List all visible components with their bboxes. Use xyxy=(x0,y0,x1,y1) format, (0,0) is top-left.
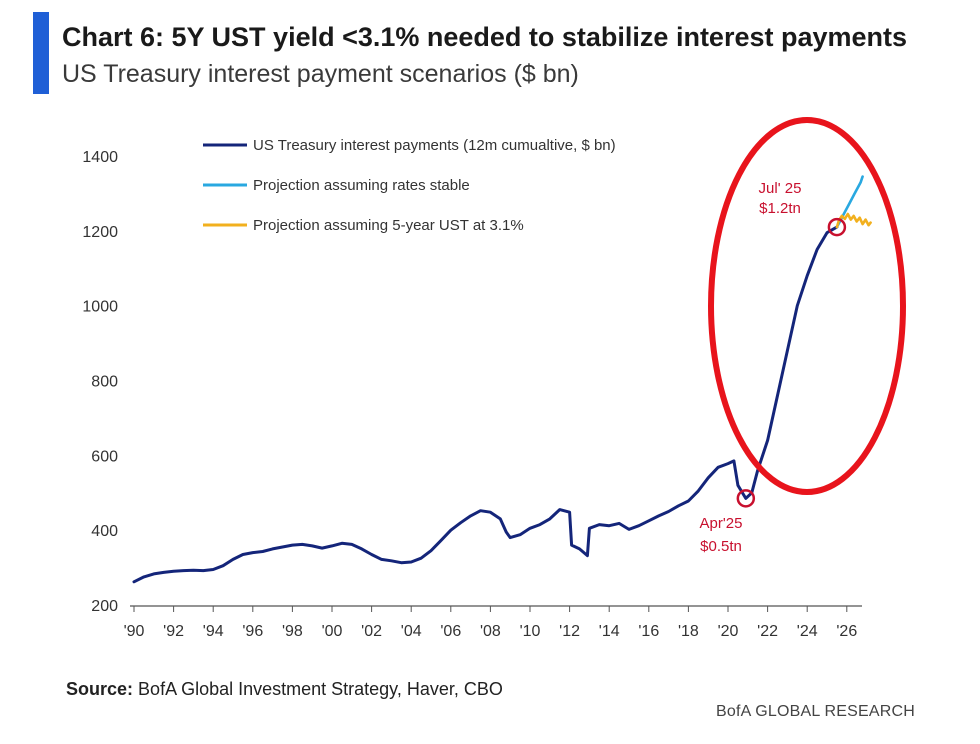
series-line-history xyxy=(132,225,839,584)
x-tick-label: '04 xyxy=(401,623,422,640)
x-tick-label: '14 xyxy=(599,623,620,640)
y-tick-label: 600 xyxy=(91,448,118,465)
y-tick-label: 200 xyxy=(91,598,118,615)
x-tick-label: '02 xyxy=(361,623,382,640)
x-tick-label: '18 xyxy=(678,623,699,640)
annotation-apr25-date: Apr'25 xyxy=(700,515,743,532)
chart-subtitle: US Treasury interest payment scenarios (… xyxy=(62,60,579,88)
y-tick-label: 1000 xyxy=(82,299,118,316)
x-tick-label: '96 xyxy=(242,623,263,640)
source-note: Source: BofA Global Investment Strategy,… xyxy=(66,679,503,700)
x-tick-label: '98 xyxy=(282,623,303,640)
legend-label: Projection assuming rates stable xyxy=(253,177,470,194)
x-tick-label: '20 xyxy=(718,623,739,640)
legend: US Treasury interest payments (12m cumua… xyxy=(203,137,616,234)
x-tick-label: '90 xyxy=(124,623,145,640)
highlight-overlay xyxy=(708,117,906,495)
x-tick-label: '12 xyxy=(559,623,580,640)
y-tick-label: 400 xyxy=(91,523,118,540)
accent-bar xyxy=(33,12,49,94)
chart-title: Chart 6: 5Y UST yield <3.1% needed to st… xyxy=(62,22,908,52)
annotation-jul25-date: Jul' 25 xyxy=(759,180,802,197)
x-tick-label: '22 xyxy=(757,623,778,640)
y-tick-label: 1200 xyxy=(82,224,118,241)
annotations: Jul' 25 $1.2tn Apr'25 $0.5tn xyxy=(700,180,847,555)
y-tick-label: 1400 xyxy=(82,149,118,166)
source-text: BofA Global Investment Strategy, Haver, … xyxy=(138,679,503,699)
legend-label: Projection assuming 5-year UST at 3.1% xyxy=(253,217,524,234)
marker-apr25 xyxy=(736,489,756,508)
x-tick-label: '92 xyxy=(163,623,184,640)
legend-label: US Treasury interest payments (12m cumua… xyxy=(253,137,616,154)
brand-footer: BofA GLOBAL RESEARCH xyxy=(716,703,916,720)
x-tick-label: '94 xyxy=(203,623,224,640)
x-axis: '90 '92 '94 '96 '98 '00 '02 '04 '06 '08 '10 '12 '14 '… xyxy=(124,605,862,640)
series-lines xyxy=(132,175,872,584)
y-tick-label: 800 xyxy=(91,374,118,391)
x-tick-label: '10 xyxy=(520,623,541,640)
source-label: Source: xyxy=(66,679,134,699)
x-tick-label: '24 xyxy=(797,623,818,640)
x-tick-label: '06 xyxy=(440,623,461,640)
highlight-ellipse xyxy=(708,117,906,495)
series-line-scenario xyxy=(835,212,872,229)
x-tick-label: '16 xyxy=(638,623,659,640)
x-tick-label: '08 xyxy=(480,623,501,640)
marker-jul25 xyxy=(827,217,847,237)
y-axis-ticks: 200 400 600 800 1000 1200 1400 xyxy=(82,149,118,615)
annotation-apr25-value: $0.5tn xyxy=(700,538,742,555)
annotation-jul25-value: $1.2tn xyxy=(759,200,801,217)
x-tick-label: '26 xyxy=(836,623,857,640)
x-tick-label: '00 xyxy=(322,623,343,640)
